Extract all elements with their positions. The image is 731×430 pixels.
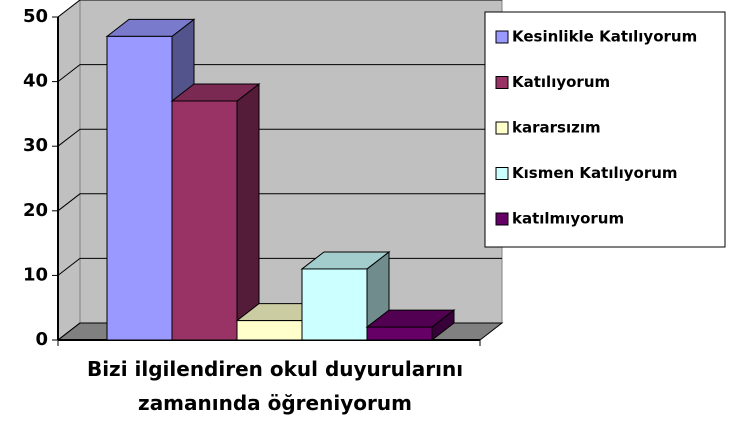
legend-label: katılmıyorum bbox=[512, 210, 624, 228]
legend-label: Kesinlikle Katılıyorum bbox=[512, 28, 697, 46]
bar-side bbox=[236, 82, 260, 342]
y-tick-label: 40 bbox=[23, 71, 48, 92]
legend-label: Kısmen Katılıyorum bbox=[512, 164, 678, 182]
y-tick-label: 50 bbox=[23, 6, 48, 27]
legend-swatch bbox=[495, 121, 509, 135]
x-category-label: Bizi ilgilendiren okul duyurularını zama… bbox=[86, 357, 464, 415]
legend-box bbox=[484, 11, 726, 248]
bar bbox=[366, 326, 433, 341]
grid-line bbox=[57, 128, 502, 147]
grid-line bbox=[57, 64, 502, 82]
y-tick-label: 10 bbox=[23, 264, 48, 285]
bar bbox=[301, 268, 368, 341]
legend-swatch bbox=[495, 212, 509, 226]
legend-swatch bbox=[495, 30, 509, 44]
y-tick-label: 20 bbox=[23, 200, 48, 221]
y-tick-label: 30 bbox=[23, 135, 48, 156]
bar bbox=[171, 100, 238, 341]
legend-swatch bbox=[495, 76, 509, 89]
legend-label: Katılıyorum bbox=[512, 73, 610, 91]
bar bbox=[236, 320, 303, 341]
legend-swatch bbox=[495, 167, 509, 180]
side-wall bbox=[57, 0, 81, 342]
y-tick-label: 0 bbox=[35, 329, 48, 350]
grid-line bbox=[57, 0, 502, 18]
grid-line bbox=[57, 193, 502, 212]
bar bbox=[106, 35, 173, 341]
legend-label: kararsızım bbox=[512, 119, 601, 137]
